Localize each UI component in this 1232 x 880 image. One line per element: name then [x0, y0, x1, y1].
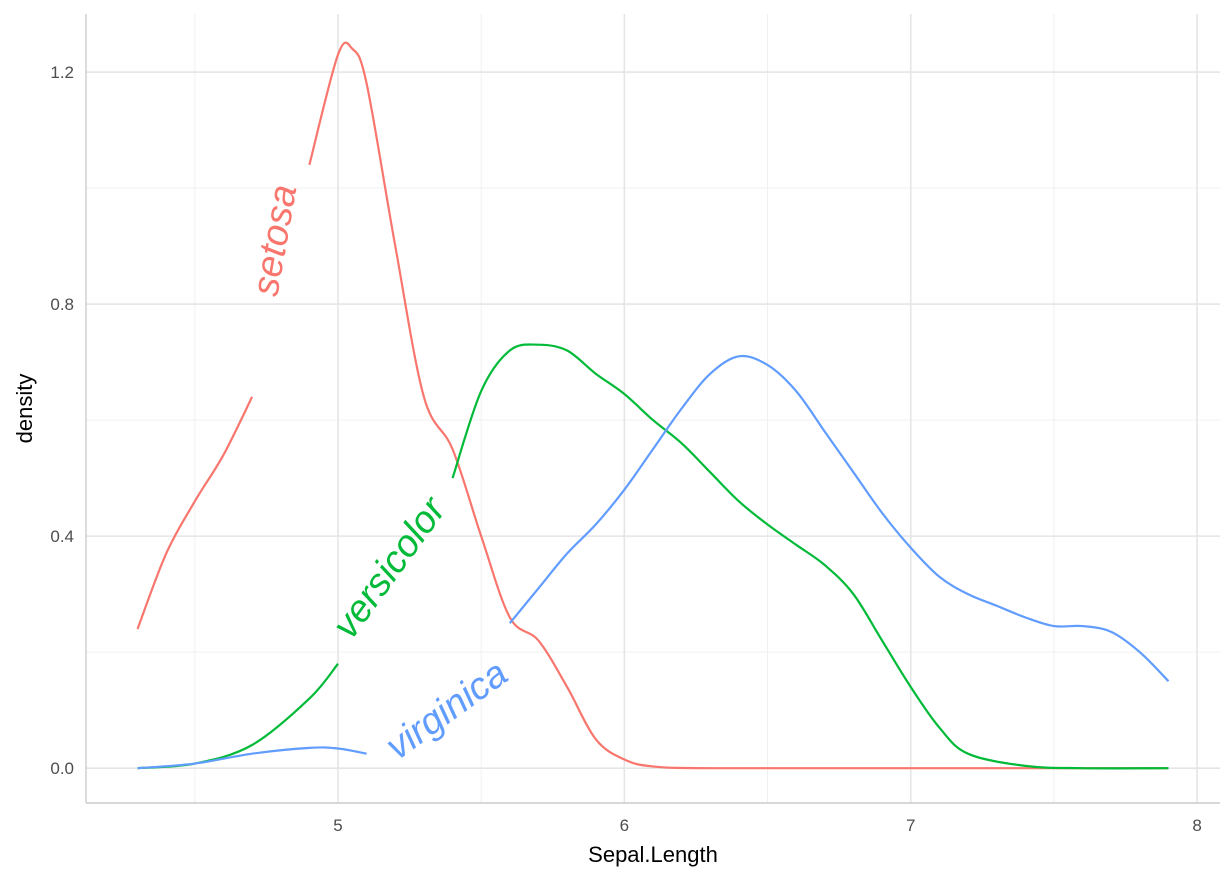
- major-gridlines: [86, 14, 1220, 803]
- curve-versicolor-part-1: [137, 663, 339, 770]
- y-tick-label: 0.4: [50, 527, 74, 546]
- curve-setosa-part-2: [308, 41, 1169, 770]
- x-axis-title: Sepal.Length: [588, 842, 718, 867]
- x-tick-label: 5: [333, 816, 342, 835]
- density-curves: [136, 41, 1170, 770]
- y-tick-label: 0.0: [50, 759, 74, 778]
- minor-gridlines: [86, 14, 1220, 803]
- curve-label-virginica: virginica: [378, 652, 515, 768]
- curve-label-versicolor: versicolor: [325, 489, 455, 646]
- curve-setosa-part-1: [136, 396, 254, 630]
- x-tick-label: 7: [906, 816, 915, 835]
- y-tick-label: 0.8: [50, 295, 74, 314]
- y-axis-title: density: [12, 374, 37, 444]
- y-tick-label: 1.2: [50, 63, 74, 82]
- curve-virginica-part-2: [508, 354, 1170, 682]
- axes: [85, 14, 1220, 804]
- x-tick-label: 6: [620, 816, 629, 835]
- curve-label-setosa: setosa: [245, 182, 306, 300]
- curve-versicolor-part-2: [451, 343, 1169, 770]
- x-tick-label: 8: [1192, 816, 1201, 835]
- tick-labels: 5 6 7 8 0.0 0.4 0.8 1.2: [50, 63, 1201, 835]
- curve-virginica-part-1: [137, 746, 367, 770]
